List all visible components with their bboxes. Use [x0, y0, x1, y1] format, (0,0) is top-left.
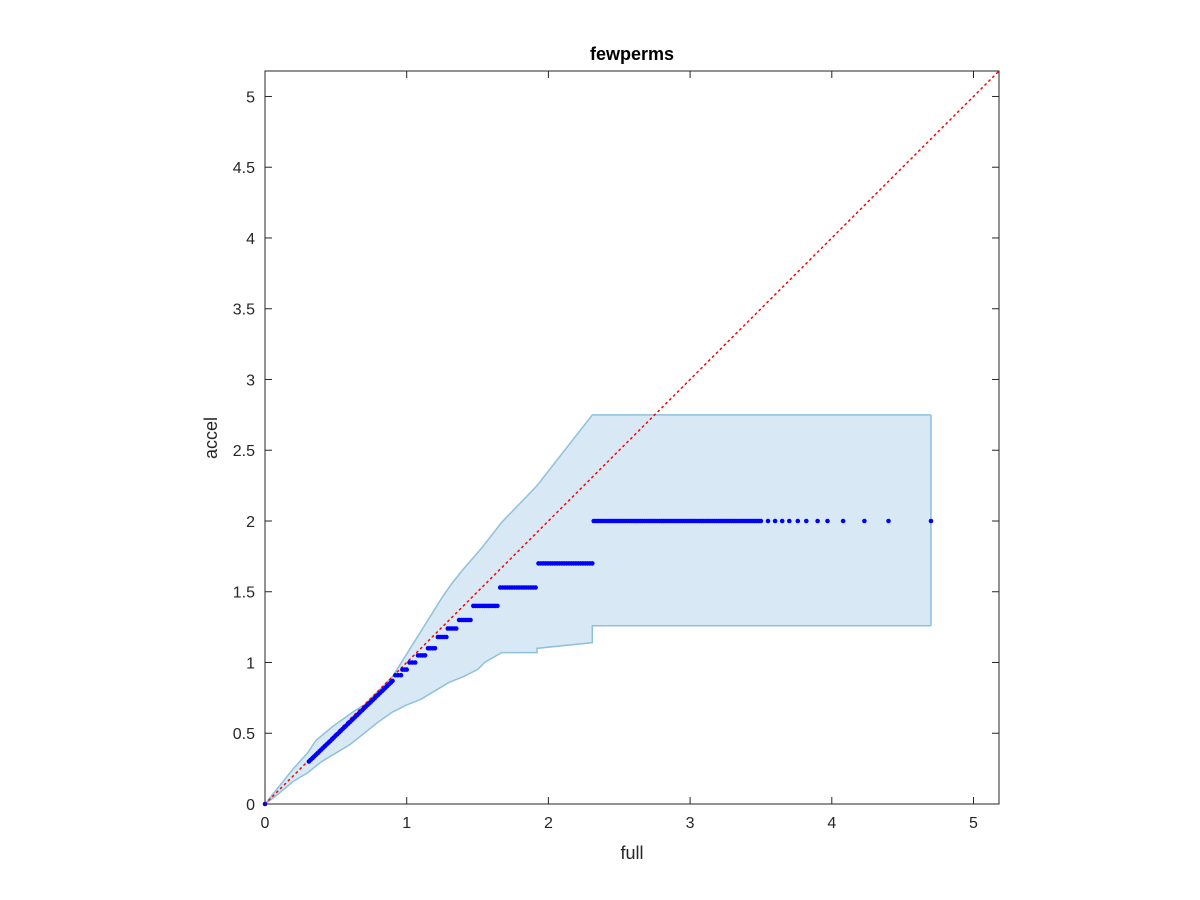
data-point [840, 518, 846, 524]
data-point [454, 626, 459, 631]
y-tick-label: 5 [246, 89, 255, 106]
data-point [422, 653, 428, 658]
x-tick-label: 1 [402, 815, 411, 832]
y-tick-label: 0 [246, 797, 255, 814]
x-tick-label: 5 [969, 815, 978, 832]
data-point [765, 518, 771, 524]
data-point [928, 518, 934, 524]
band-upper-edge [264, 414, 931, 805]
band-lower-edge [264, 624, 931, 805]
data-point [886, 518, 891, 524]
data-point [444, 634, 449, 640]
data-point [398, 672, 404, 678]
diagonal-line [264, 70, 1000, 805]
y-tick-label: 0.5 [233, 726, 255, 743]
data-point [825, 518, 830, 524]
data-point [758, 518, 764, 524]
y-axis-label: accel [201, 417, 221, 459]
data-point [787, 518, 792, 524]
data-point [862, 518, 867, 524]
y-tick-label: 4.5 [233, 160, 255, 177]
data-point [495, 603, 500, 609]
data-point [390, 678, 395, 684]
reference-line [264, 70, 1000, 805]
data-point [412, 660, 418, 665]
y-tick-label: 1.5 [233, 585, 255, 602]
x-tick-label: 2 [544, 815, 553, 832]
data-point [533, 585, 538, 590]
x-tick-label: 4 [827, 815, 836, 832]
confidence-band [264, 414, 932, 805]
y-tick-label: 3 [246, 372, 255, 389]
data-point [772, 518, 778, 524]
data-point [779, 518, 785, 524]
y-tick-label: 2 [246, 514, 255, 531]
y-tick-label: 4 [246, 231, 255, 248]
data-point [804, 518, 809, 524]
data-points [262, 518, 934, 807]
band-fill [265, 414, 931, 804]
x-axis-label: full [620, 843, 643, 863]
axis-ticks: 0 1 2 3 4 5 0 0.5 1 1.5 2 2.5 3 3.5 4 4.5 5 [233, 71, 999, 832]
x-tick-label: 3 [686, 815, 695, 832]
plot-area-frame [264, 70, 1000, 805]
y-tick-label: 2.5 [233, 443, 255, 460]
data-point [815, 518, 820, 524]
y-tick-label: 1 [246, 655, 255, 672]
data-point [468, 617, 473, 623]
x-tick-label: 0 [261, 815, 270, 832]
chart-title: fewperms [590, 44, 674, 64]
y-tick-label: 3.5 [233, 302, 255, 319]
data-point [404, 667, 410, 672]
data-point [432, 646, 438, 651]
data-point [590, 561, 595, 566]
data-point [795, 518, 801, 524]
